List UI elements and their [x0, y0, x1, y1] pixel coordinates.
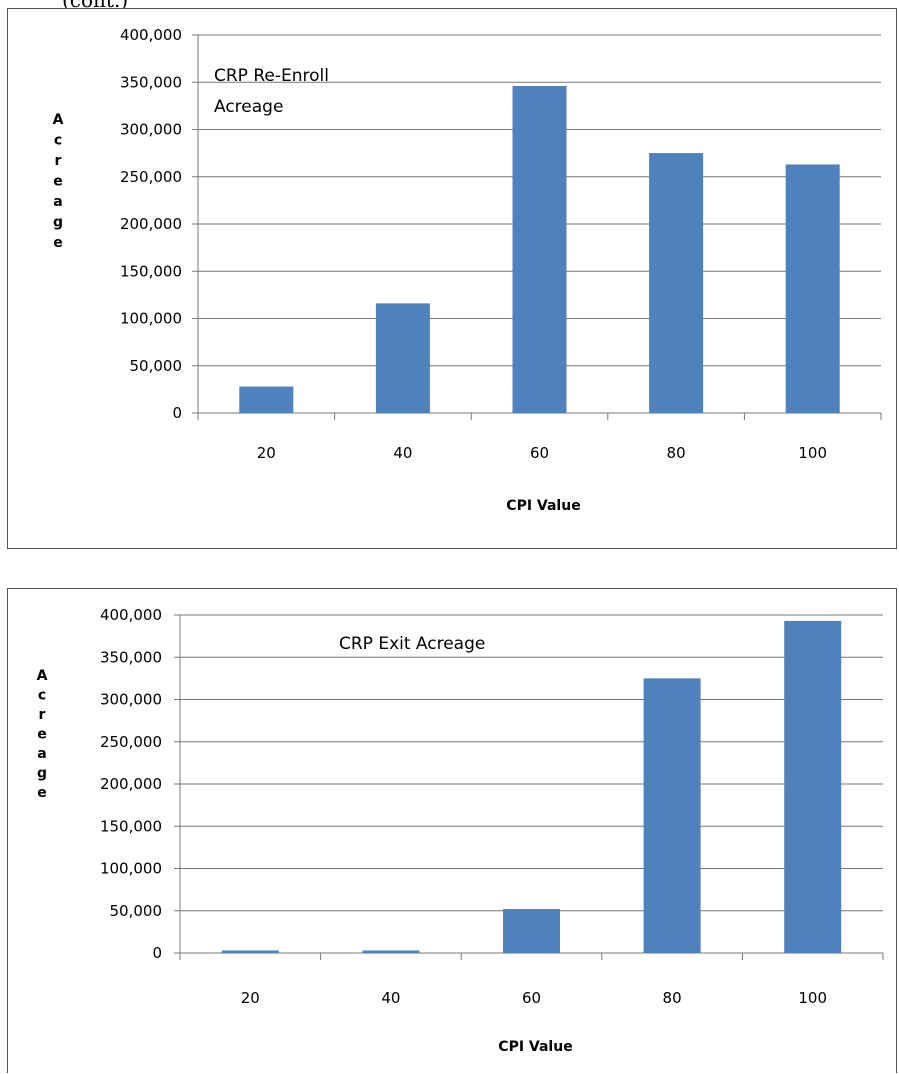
bar — [221, 950, 279, 953]
chart-annotation: CRP Re-Enroll — [214, 66, 329, 86]
cropped-text-fragment: (cont.) — [62, 0, 128, 8]
y-tick-label: 400,000 — [100, 606, 162, 624]
bar — [649, 153, 704, 413]
x-tick-label: 60 — [522, 989, 541, 1007]
x-tick-label: 20 — [257, 444, 276, 462]
y-tick-label: 50,000 — [130, 357, 183, 375]
chart-exit: 0 50,000 100,000 150,000 200,000 250,000 300,0… — [7, 588, 897, 1073]
y-tick-label: 100,000 — [120, 310, 182, 328]
bar — [643, 678, 701, 953]
y-tick-label: 200,000 — [120, 215, 182, 233]
chart-annotation: Acreage — [214, 97, 283, 117]
y-tick-label: 400,000 — [120, 26, 182, 44]
x-axis-title: CPI Value — [498, 1039, 572, 1055]
y-tick-label: 300,000 — [120, 121, 182, 139]
y-tick-label: 0 — [152, 944, 162, 962]
bar — [785, 164, 840, 413]
y-tick-label: 100,000 — [100, 860, 162, 878]
bar — [362, 950, 420, 953]
y-tick-label: 150,000 — [120, 262, 182, 280]
bar — [375, 303, 430, 413]
x-axis-title: CPI Value — [506, 498, 580, 514]
x-tick-label: 20 — [241, 989, 260, 1007]
y-tick-label: 300,000 — [100, 691, 162, 709]
chart-re-enroll: 0 50,000 100,000 150,000 200,000 250,000 300,0… — [7, 8, 897, 549]
y-tick-label: 200,000 — [100, 775, 162, 793]
chart-re-enroll-plot: 0 50,000 100,000 150,000 200,000 250,000 300,0… — [53, 26, 882, 514]
x-tick-label: 60 — [530, 444, 549, 462]
y-tick-label: 350,000 — [120, 73, 182, 91]
bar — [512, 86, 567, 413]
y-tick-label: 350,000 — [100, 648, 162, 666]
y-tick-label: 250,000 — [100, 733, 162, 751]
y-tick-label: 50,000 — [110, 902, 163, 920]
y-tick-label: 0 — [172, 404, 182, 422]
bar — [503, 909, 560, 953]
x-tick-label: 80 — [663, 989, 682, 1007]
x-tick-label: 80 — [667, 444, 686, 462]
x-tick-label: 40 — [393, 444, 412, 462]
x-tick-label: 100 — [798, 989, 827, 1007]
x-tick-label: 100 — [798, 444, 827, 462]
bar — [784, 620, 842, 953]
chart-annotation: CRP Exit Acreage — [339, 634, 485, 654]
chart-exit-plot: 0 50,000 100,000 150,000 200,000 250,000 300,0… — [37, 606, 884, 1055]
y-tick-label: 150,000 — [100, 817, 162, 835]
y-tick-label: 250,000 — [120, 168, 182, 186]
x-tick-label: 40 — [381, 989, 400, 1007]
cropped-top-text: (cont.) — [0, 0, 899, 8]
bar — [239, 386, 294, 413]
